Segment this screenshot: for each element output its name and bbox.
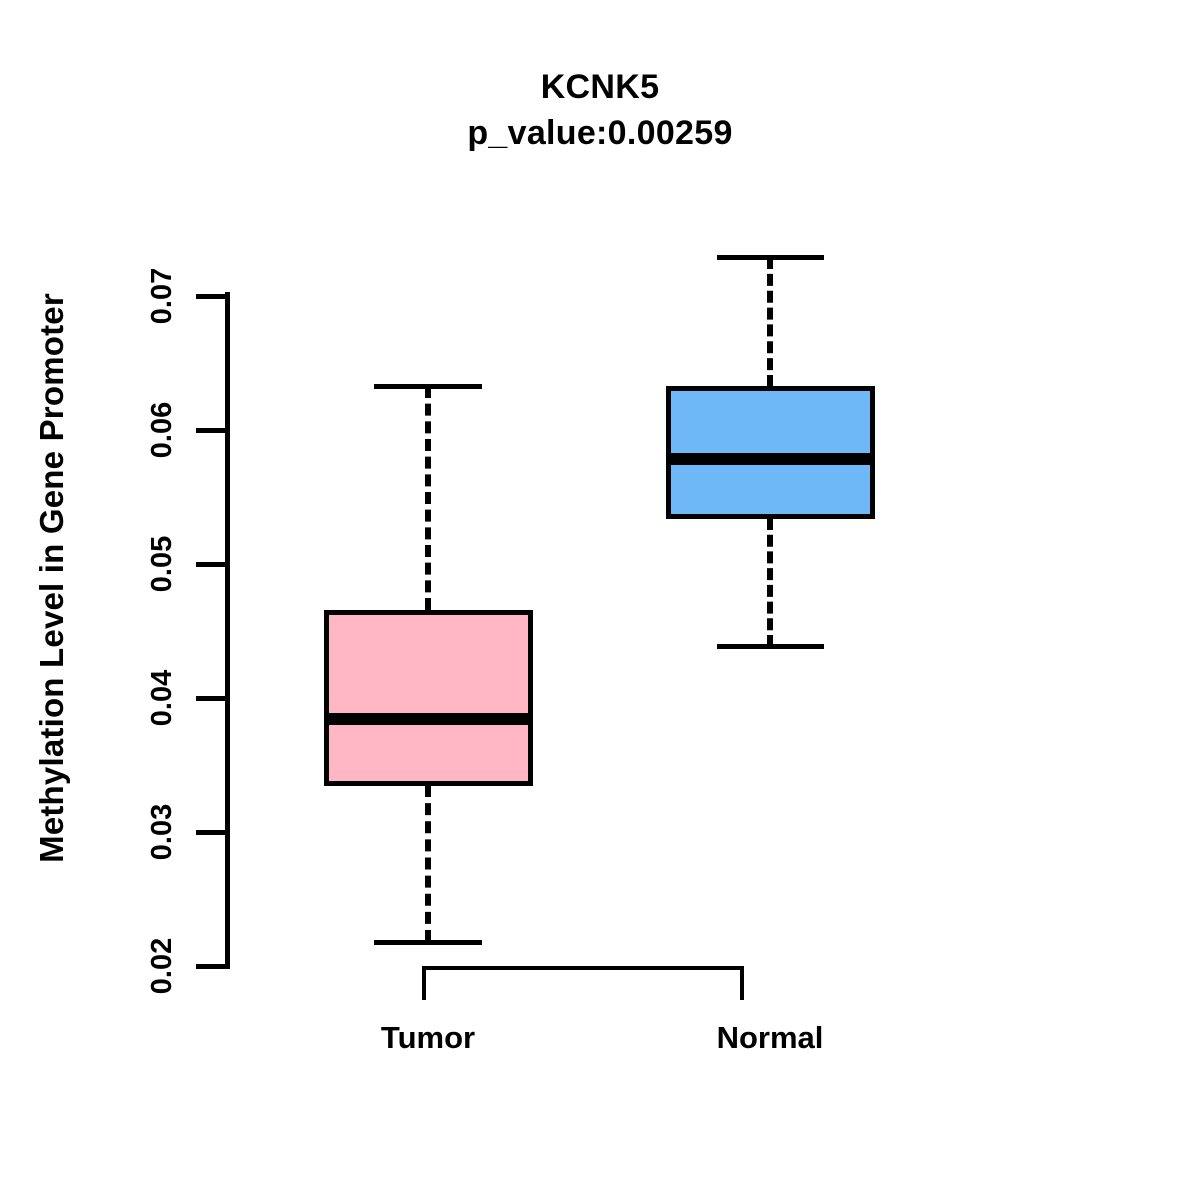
y-tick-mark-0.04: [196, 696, 230, 701]
whisker-lower-normal: [767, 518, 773, 647]
box-tumor[interactable]: [324, 610, 533, 786]
y-tick-mark-0.02: [196, 964, 230, 969]
y-tick-label-0.02: 0.02: [145, 937, 178, 995]
y-tick-label-0.05: 0.05: [145, 535, 178, 593]
median-line-tumor: [324, 713, 533, 725]
x-axis-bracket: [422, 966, 744, 970]
box-normal[interactable]: [666, 386, 875, 519]
whisker-cap-lower-normal: [717, 644, 824, 649]
title-block: KCNK5 p_value:0.00259: [0, 64, 1200, 156]
whisker-upper-tumor: [425, 386, 431, 610]
y-tick-mark-0.07: [196, 294, 230, 299]
x-tick-label-normal: Normal: [716, 1020, 824, 1055]
median-line-normal: [666, 453, 875, 465]
x-axis-bracket-tip-left: [422, 966, 426, 1000]
y-tick-mark-0.05: [196, 562, 230, 567]
whisker-cap-lower-tumor: [374, 940, 482, 945]
whisker-cap-upper-normal: [717, 255, 824, 260]
y-tick-label-0.06: 0.06: [145, 401, 178, 459]
whisker-cap-upper-tumor: [374, 384, 482, 389]
whisker-upper-normal: [767, 257, 773, 387]
x-axis-bracket-tip-right: [740, 966, 744, 1000]
y-tick-mark-0.03: [196, 830, 230, 835]
y-tick-label-0.03: 0.03: [145, 803, 178, 861]
whisker-lower-tumor: [425, 785, 431, 942]
y-tick-label-0.07: 0.07: [145, 267, 178, 325]
y-axis-spine: [225, 292, 230, 969]
p-value-subtitle: p_value:0.00259: [467, 114, 733, 152]
y-tick-label-0.04: 0.04: [145, 669, 178, 727]
page-title: KCNK5: [540, 68, 660, 106]
x-tick-label-tumor: Tumor: [380, 1020, 476, 1055]
y-tick-mark-0.06: [196, 428, 230, 433]
